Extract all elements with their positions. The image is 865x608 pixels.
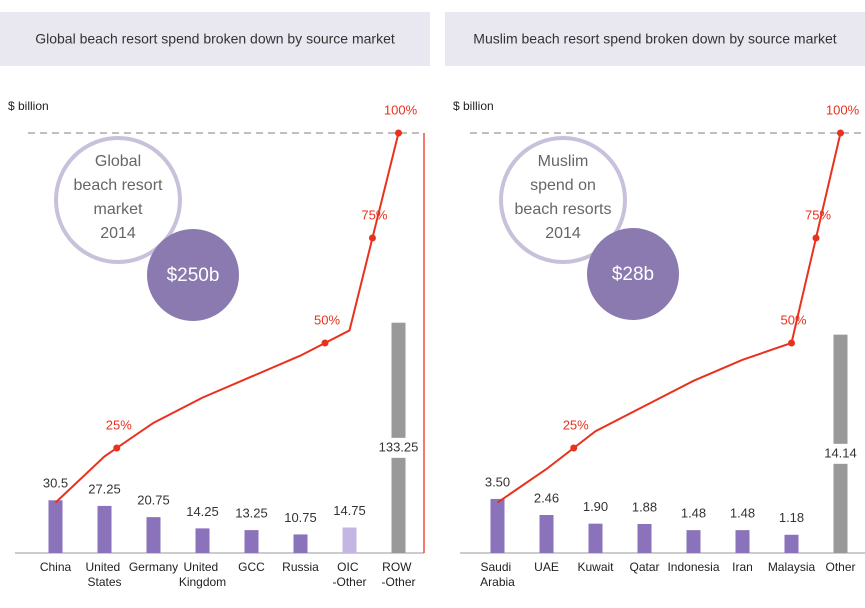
x-tick-label: United Kingdom: [179, 560, 226, 589]
x-tick-label: China: [40, 560, 72, 574]
value-label-bg: [818, 443, 863, 464]
x-tick-label: Iran: [732, 560, 753, 574]
x-tick-label: Other: [825, 560, 855, 574]
bar: [244, 530, 259, 553]
y-axis-label: $ billion: [453, 99, 494, 113]
x-tick-label: ROW -Other: [381, 560, 415, 589]
value-label: 30.5: [43, 476, 68, 491]
annotation-text: beach resort: [74, 177, 163, 194]
chart-title: Global beach resort spend broken down by…: [35, 31, 395, 47]
marker-label: 100%: [384, 102, 418, 117]
marker-label: 50%: [314, 312, 340, 327]
marker-dot: [368, 234, 376, 242]
marker-label: 25%: [106, 417, 132, 432]
value-label: 14.75: [333, 503, 366, 518]
x-tick-label: Qatar: [629, 560, 659, 574]
annotation-text: Global: [95, 153, 141, 170]
bar: [686, 530, 701, 553]
marker-dot: [321, 339, 329, 347]
x-tick-label: UAE: [534, 560, 559, 574]
bar: [735, 530, 750, 553]
marker-label: 25%: [563, 417, 589, 432]
annotation-disc: [587, 228, 679, 320]
annotation-text: Muslim: [538, 153, 589, 170]
y-axis-label: $ billion: [8, 99, 49, 113]
marker-dot: [113, 444, 121, 452]
bar: [588, 523, 603, 553]
chart-title: Muslim beach resort spend broken down by…: [473, 31, 837, 47]
bar: [48, 500, 63, 553]
annotation-text: 2014: [100, 225, 136, 242]
annotation-ring: [499, 136, 627, 264]
marker-dot: [570, 444, 578, 452]
value-label: 13.25: [235, 506, 268, 521]
x-tick-label: GCC: [238, 560, 265, 574]
x-tick-label: Indonesia: [667, 560, 719, 574]
x-tick-label: OIC -Other: [332, 560, 366, 589]
annotation-text: 2014: [545, 225, 581, 242]
bar: [195, 528, 210, 553]
marker-dot: [812, 234, 820, 242]
title-band: [445, 12, 865, 66]
value-label-bg: [376, 437, 421, 458]
bar: [146, 517, 161, 553]
x-tick-label: Russia: [282, 560, 319, 574]
value-label: 2.46: [534, 490, 559, 505]
x-tick-label: Germany: [129, 560, 178, 574]
bar: [539, 515, 554, 553]
annotation-text: beach resorts: [515, 201, 612, 218]
value-label: 20.75: [137, 493, 170, 508]
bar: [784, 534, 799, 553]
annotation-total: $250b: [167, 265, 220, 286]
marker-label: 75%: [805, 207, 831, 222]
value-label: 3.50: [485, 474, 510, 489]
annotation-text: market: [94, 201, 143, 218]
marker-dot: [837, 129, 844, 137]
value-label: 1.18: [779, 510, 804, 525]
marker-dot: [395, 129, 402, 137]
x-tick-label: Saudi Arabia: [480, 560, 515, 589]
title-band: [0, 12, 430, 66]
annotation-disc: [147, 229, 239, 321]
marker-dot: [788, 339, 795, 347]
x-tick-label: Malaysia: [768, 560, 816, 574]
marker-label: 100%: [826, 102, 860, 117]
annotation-total: $28b: [612, 264, 654, 285]
value-label: 1.48: [730, 506, 755, 521]
value-label: 1.48: [681, 506, 706, 521]
x-tick-label: United States: [85, 560, 123, 589]
annotation-text: spend on: [530, 177, 596, 194]
marker-label: 75%: [361, 207, 387, 222]
value-label: 14.14: [824, 445, 857, 460]
bar: [293, 534, 308, 553]
cumulative-line: [54, 132, 400, 504]
bar: [342, 527, 357, 553]
value-label: 133.25: [379, 439, 419, 454]
bar: [490, 498, 505, 553]
cumulative-line: [496, 132, 842, 504]
value-label: 10.75: [284, 510, 317, 525]
marker-label: 50%: [780, 312, 806, 327]
annotation-ring: [54, 136, 182, 264]
value-label: 1.88: [632, 499, 657, 514]
value-label: 14.25: [186, 504, 219, 519]
value-label: 1.90: [583, 499, 608, 514]
x-tick-label: Kuwait: [577, 560, 614, 574]
bar: [97, 505, 112, 553]
value-label: 27.25: [88, 481, 121, 496]
bar: [637, 523, 652, 553]
